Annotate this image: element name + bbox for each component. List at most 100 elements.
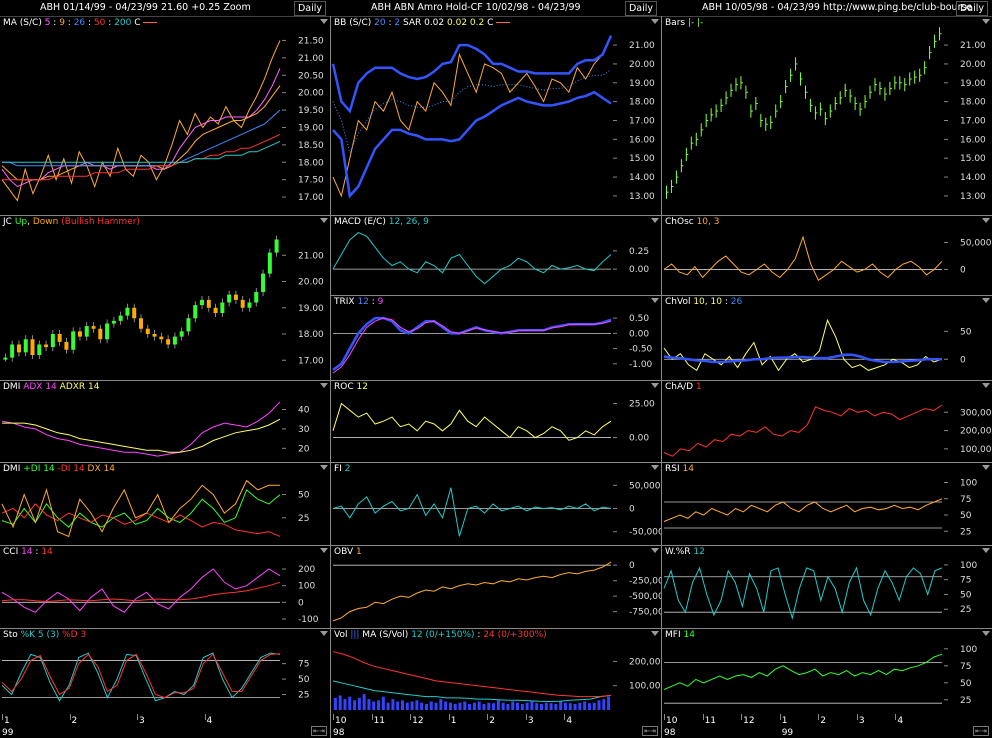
indicator-pane[interactable]: CCI 14 : 14 200 100 0 -100 xyxy=(0,545,330,628)
pane-label-part: %D 3 xyxy=(59,630,87,640)
y-tick-label: -0.50 xyxy=(629,345,653,355)
pane-menu-icon[interactable] xyxy=(982,631,990,636)
indicator-pane[interactable]: ROC 12 25.00 0.00 xyxy=(331,380,661,462)
candle xyxy=(172,336,177,345)
candle xyxy=(233,294,238,300)
pane-menu-icon[interactable] xyxy=(982,383,990,388)
indicator-pane[interactable]: Sto %K 5 (3) %D 3 75 50 25 xyxy=(0,628,330,714)
volume-bar xyxy=(525,702,529,710)
y-tick-label: 21.00 xyxy=(629,41,655,51)
volume-bar xyxy=(501,702,505,710)
pane-menu-icon[interactable] xyxy=(982,548,990,553)
pane-label-part: RSI xyxy=(665,464,683,474)
y-tick-label: 50,000 xyxy=(960,238,992,248)
pane-menu-icon[interactable] xyxy=(982,218,990,223)
indicator-pane[interactable]: MFI 14 100 75 50 25 xyxy=(662,628,992,714)
pane-label-part: 12 xyxy=(357,297,369,307)
y-tick-label: 16.00 xyxy=(629,135,655,145)
pane-label-part: %K 5 (3) xyxy=(20,630,60,640)
x-axis-label: 4 xyxy=(897,716,904,726)
pane-plot: 21.00 20.00 19.00 18.00 17.00 xyxy=(3,235,324,366)
pane-label-part: C xyxy=(131,18,144,28)
pane-menu-icon[interactable] xyxy=(320,218,328,223)
period-selector[interactable]: Daily xyxy=(293,1,326,16)
pane-label: DMI +DI 14 -DI 14 DX 14 xyxy=(3,464,115,474)
indicator-pane[interactable]: OBV 1 0 -250,000 -500,000 -750,000 xyxy=(331,545,661,628)
indicator-pane[interactable]: RSI 14 100 75 50 25 xyxy=(662,462,992,545)
pane-menu-icon[interactable] xyxy=(651,548,659,553)
candle xyxy=(200,299,205,306)
indicator-pane[interactable]: Bars |- |- 21.00 20.00 19.00 18.00 17.00 16.00… xyxy=(662,16,992,215)
period-selector[interactable]: Daily xyxy=(955,1,988,16)
pane-label-part: 2 xyxy=(344,464,351,474)
indicator-pane[interactable]: ChOsc 10, 3 50,000 0 xyxy=(662,215,992,295)
scroll-icon[interactable]: ⇤⇥ xyxy=(973,726,989,736)
pane-menu-icon[interactable] xyxy=(320,383,328,388)
volume-bar xyxy=(396,701,400,710)
pane-label-part: , xyxy=(27,217,33,227)
pane-plot: 21.00 20.00 19.00 18.00 17.00 16.00 15.00 14.00… xyxy=(665,27,986,202)
pane-menu-icon[interactable] xyxy=(651,631,659,636)
pane-menu-icon[interactable] xyxy=(982,298,990,303)
year-label: 99 xyxy=(2,728,14,738)
pane-menu-icon[interactable] xyxy=(982,465,990,470)
volume-bar xyxy=(463,701,467,710)
pane-menu-icon[interactable] xyxy=(651,218,659,223)
y-tick-label: 40 xyxy=(298,406,310,416)
series-line xyxy=(663,353,942,364)
y-tick-label: 200 xyxy=(298,565,315,575)
pane-menu-icon[interactable] xyxy=(320,19,328,24)
year-label: 98 xyxy=(333,728,345,738)
scroll-icon[interactable]: ⇤⇥ xyxy=(311,726,327,736)
pane-label-part: ROC xyxy=(334,382,357,392)
indicator-pane[interactable]: DMI +DI 14 -DI 14 DX 14 50 25 xyxy=(0,462,330,545)
indicator-pane[interactable]: MACD (E/C) 12, 26, 9 0.25 0.00 xyxy=(331,215,661,295)
scroll-icon[interactable]: ⇤⇥ xyxy=(642,726,658,736)
y-tick-label: -500,000 xyxy=(629,592,661,602)
y-tick-label: 18.50 xyxy=(298,141,324,151)
pane-menu-icon[interactable] xyxy=(320,631,328,636)
pane-plot: 25.00 0.00 xyxy=(332,400,655,444)
pane-label: ChA/D 1 xyxy=(665,382,702,392)
pane-label-part: W.%R xyxy=(665,547,694,557)
series-line xyxy=(663,235,943,281)
indicator-pane[interactable]: ChA/D 1 300,000 200,000 100,000 xyxy=(662,380,992,462)
pane-label-part: MACD (E/C) xyxy=(334,217,389,227)
y-tick-label: 21.50 xyxy=(298,36,324,46)
pane-label-part: ChOsc xyxy=(665,217,697,227)
pane-menu-icon[interactable] xyxy=(320,548,328,553)
pane-menu-icon[interactable] xyxy=(651,465,659,470)
y-tick-label: 75 xyxy=(960,662,971,672)
x-axis-label: 11 xyxy=(704,716,717,726)
pane-menu-icon[interactable] xyxy=(651,383,659,388)
pane-label: ChOsc 10, 3 xyxy=(665,217,719,227)
indicator-pane[interactable]: MA (S/C) 5 : 9 : 26 : 50 : 200 C 21.50 21… xyxy=(0,16,330,215)
indicator-pane[interactable]: W.%R 12 100 75 50 25 xyxy=(662,545,992,628)
y-tick-label: 19.00 xyxy=(298,123,324,133)
indicator-pane[interactable]: BB (S/C) 20 : 2 SAR 0.02 0.02 0.2 C 21.0… xyxy=(331,16,661,215)
pane-menu-icon[interactable] xyxy=(651,298,659,303)
indicator-pane[interactable]: Vol ||| MA (S/Vol) 12 (0/+150%) : 24 (0/… xyxy=(331,628,661,714)
y-tick-label: 200,000 xyxy=(629,657,661,667)
volume-bar xyxy=(386,702,390,710)
pane-menu-icon[interactable] xyxy=(320,465,328,470)
volume-bar xyxy=(597,700,601,710)
pane-menu-icon[interactable] xyxy=(982,19,990,24)
volume-bar xyxy=(520,703,524,710)
volume-bar xyxy=(367,699,371,710)
candle xyxy=(186,318,191,332)
indicator-pane[interactable]: TRIX 12 : 9 0.50 0.00 -0.50 -1.00 xyxy=(331,295,661,380)
volume-bar xyxy=(415,700,419,710)
y-tick-label: 25 xyxy=(298,691,309,701)
pane-label-part: 26 xyxy=(73,18,86,28)
y-tick-label: -250,000 xyxy=(629,577,661,587)
period-selector[interactable]: Daily xyxy=(624,1,657,16)
y-tick-label: 50 xyxy=(960,327,972,337)
y-tick-label: 20.00 xyxy=(629,60,655,70)
pane-menu-icon[interactable] xyxy=(651,19,659,24)
indicator-pane[interactable]: FI 2 50,000 0 -50,000 xyxy=(331,462,661,545)
y-tick-label: 0.00 xyxy=(629,329,649,339)
indicator-pane[interactable]: DMI ADX 14 ADXR 14 40 30 20 xyxy=(0,380,330,462)
indicator-pane[interactable]: JC Up, Down (Bullish Hammer) 21.00 20.00 19… xyxy=(0,215,330,380)
indicator-pane[interactable]: ChVol 10, 10 : 26 50 0 xyxy=(662,295,992,380)
